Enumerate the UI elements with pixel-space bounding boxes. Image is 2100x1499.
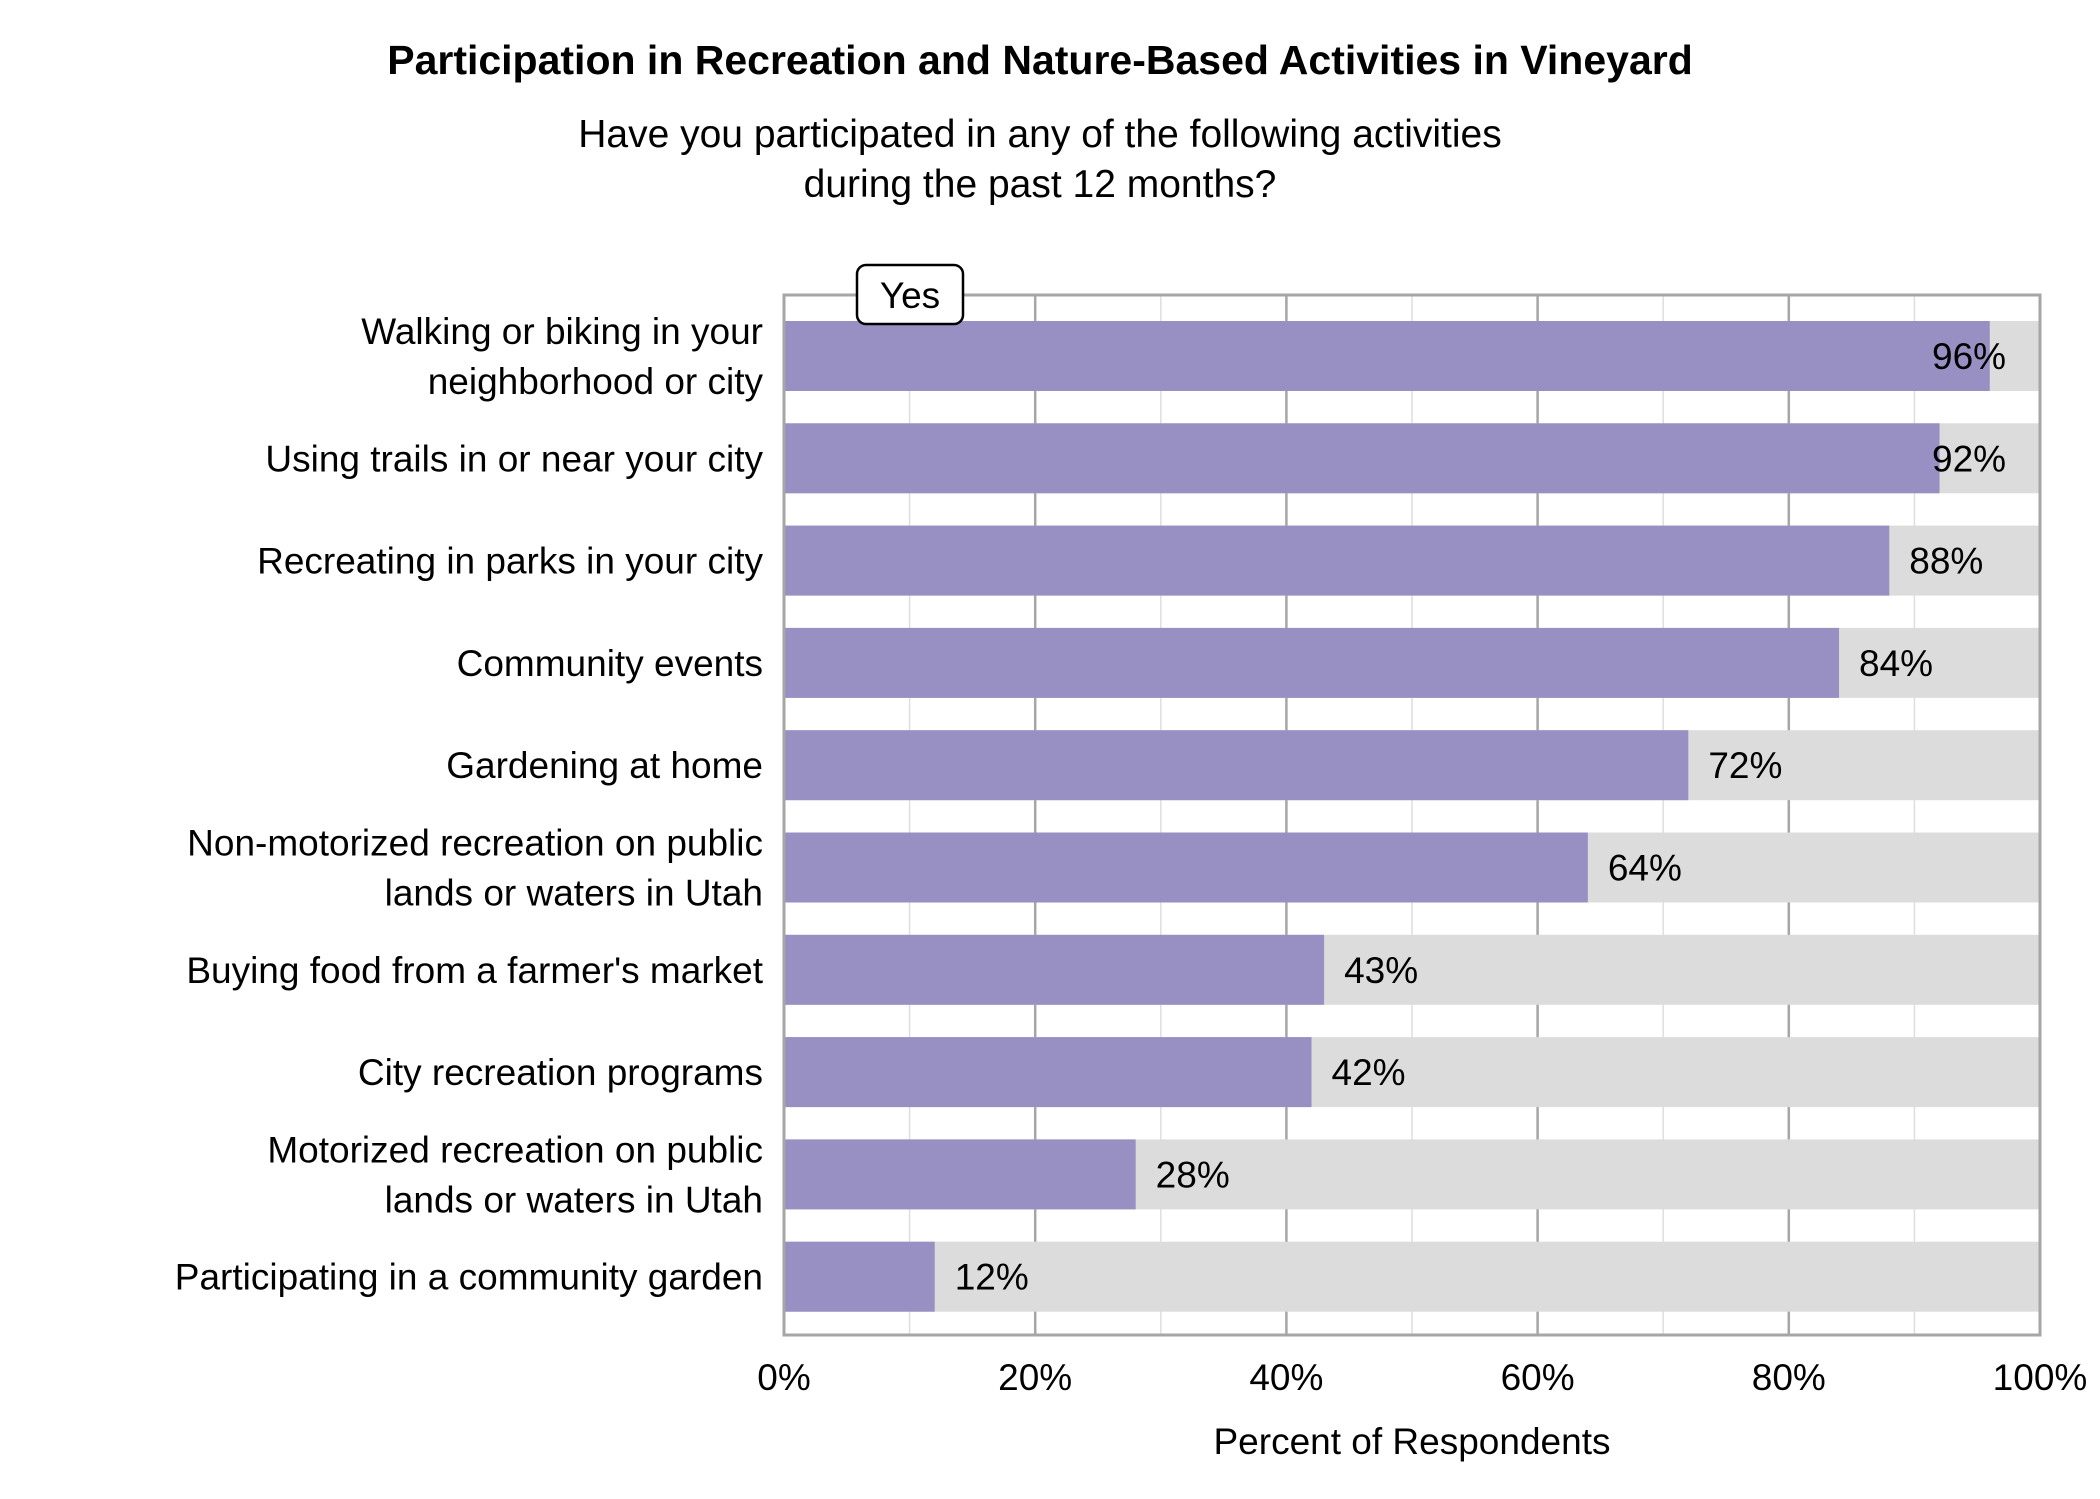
data-label: 92% — [1932, 438, 2006, 479]
legend-label-yes: Yes — [880, 275, 940, 316]
bar-yes — [784, 1241, 935, 1312]
legend: Yes — [855, 263, 965, 326]
data-label: 88% — [1909, 541, 1983, 582]
category-label: Participating in a community garden — [175, 1257, 763, 1298]
data-label: 96% — [1932, 336, 2006, 377]
bar-yes — [784, 525, 1890, 596]
category-label: lands or waters in Utah — [385, 873, 763, 914]
bars: 96% 92% 88% 84% 72% 64% 43% 42% 28% 12% — [784, 321, 2040, 1312]
category-label: Buying food from a farmer's market — [186, 950, 763, 991]
bar-yes — [784, 423, 1940, 494]
chart-subtitle-line-1: Have you participated in any of the foll… — [578, 113, 1502, 156]
legend-box — [855, 263, 965, 326]
bar-yes — [784, 832, 1588, 903]
category-label: Walking or biking in your — [361, 311, 763, 352]
category-label: neighborhood or city — [428, 361, 764, 402]
x-tick-label: 100% — [1993, 1357, 2088, 1398]
x-tick-labels: 0% 20% 40% 60% 80% 100% — [757, 1357, 2087, 1398]
chart-title: Participation in Recreation and Nature-B… — [387, 37, 1693, 83]
chart-subtitle-line-2: during the past 12 months? — [804, 163, 1277, 206]
category-label: lands or waters in Utah — [385, 1179, 763, 1220]
data-label: 42% — [1332, 1052, 1406, 1093]
category-label: Using trails in or near your city — [265, 438, 763, 479]
bar-remainder — [784, 1241, 2040, 1312]
category-label: Recreating in parks in your city — [257, 541, 763, 582]
bar-yes — [784, 730, 1689, 801]
x-axis-label: Percent of Respondents — [1214, 1421, 1611, 1462]
x-tick-label: 0% — [757, 1357, 810, 1398]
category-label: Gardening at home — [446, 745, 763, 786]
bar-yes — [784, 1139, 1136, 1210]
data-label: 28% — [1156, 1154, 1230, 1195]
x-tick-label: 20% — [998, 1357, 1072, 1398]
data-label: 43% — [1344, 950, 1418, 991]
data-label: 64% — [1608, 848, 1682, 889]
category-labels: Walking or biking in your neighborhood or… — [175, 311, 764, 1298]
category-label: Motorized recreation on public — [267, 1129, 763, 1170]
bar-yes — [784, 321, 1990, 391]
plot-frame — [782, 293, 2042, 1337]
x-tick-label: 40% — [1249, 1357, 1323, 1398]
bar-yes — [784, 1037, 1312, 1108]
bar-yes — [784, 934, 1325, 1005]
data-label: 84% — [1859, 643, 1933, 684]
x-tick-label: 60% — [1501, 1357, 1575, 1398]
category-label: City recreation programs — [358, 1052, 763, 1093]
category-label: Community events — [457, 643, 763, 684]
data-label: 72% — [1708, 745, 1782, 786]
data-label: 12% — [955, 1257, 1029, 1298]
bar-yes — [784, 627, 1840, 698]
x-tick-label: 80% — [1752, 1357, 1826, 1398]
category-label: Non-motorized recreation on public — [187, 823, 763, 864]
